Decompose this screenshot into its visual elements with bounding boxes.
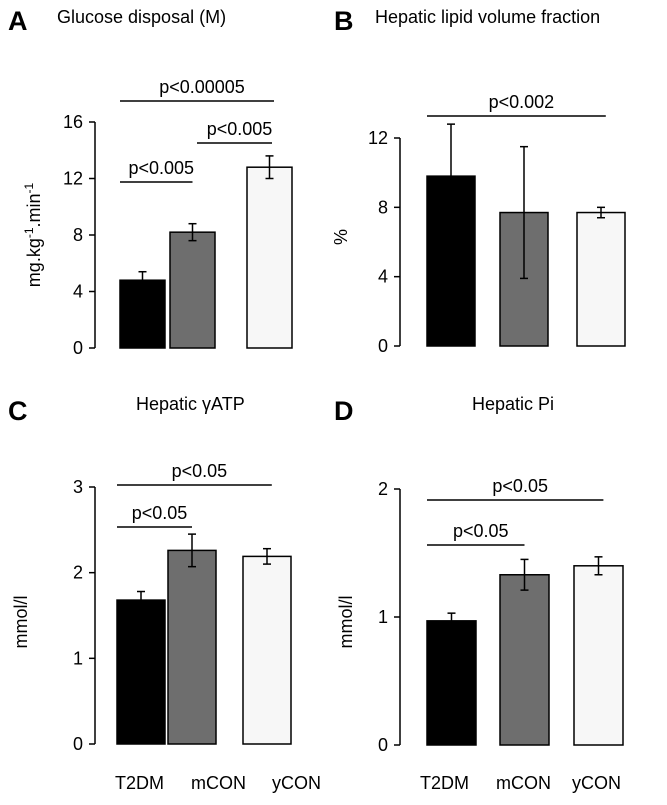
y-tick-label: 12 — [368, 128, 388, 148]
category-label: yCON — [272, 773, 321, 793]
significance-label: p<0.005 — [207, 119, 273, 139]
bar-t2dm — [116, 599, 166, 745]
category-label: T2DM — [420, 773, 469, 793]
y-axis-label: mmol/l — [336, 596, 356, 649]
y-tick-label: 16 — [63, 112, 83, 132]
panel-title: Glucose disposal (M) — [57, 7, 226, 27]
panel-b: B Hepatic lipid volume fraction 0 4 8 12% p<0.… — [331, 6, 626, 356]
panel-c: C Hepatic γATP 0 1 2 3 mmol/l p<0.05 p<0.05 T2DM m… — [8, 394, 321, 793]
panel-d: D Hepatic Pi 0 1 2 mmol/l p<0.05 p<0.05 T2DM mCON… — [334, 394, 624, 793]
y-axis-label: % — [331, 229, 351, 245]
bar-t2dm — [426, 620, 477, 746]
y-tick-label: 0 — [73, 734, 83, 754]
significance-label: p<0.05 — [492, 476, 548, 496]
panel-title: Hepatic lipid volume fraction — [375, 7, 600, 27]
significance-label: p<0.00005 — [159, 77, 245, 97]
bar-ycon — [576, 211, 626, 347]
category-label: T2DM — [115, 773, 164, 793]
category-label: yCON — [572, 773, 621, 793]
y-tick-label: 3 — [73, 477, 83, 497]
panel-title: Hepatic γATP — [136, 394, 245, 414]
y-axis-label: mmol/l — [11, 596, 31, 649]
bar-mcon — [167, 549, 217, 745]
panel-letter: C — [8, 396, 28, 426]
y-tick-label: 4 — [378, 267, 388, 287]
y-tick-label: 0 — [73, 338, 83, 358]
bar-ycon — [246, 166, 293, 349]
significance-label: p<0.05 — [453, 521, 509, 541]
y-tick-label: 12 — [63, 169, 83, 189]
panel-letter: B — [334, 6, 354, 36]
panel-title: Hepatic Pi — [472, 394, 554, 414]
y-tick-label: 8 — [378, 197, 388, 217]
significance-label: p<0.002 — [489, 92, 555, 112]
bar-mcon — [169, 231, 216, 349]
y-tick-label: 8 — [73, 225, 83, 245]
bar-ycon — [573, 565, 624, 746]
significance-label: p<0.005 — [128, 158, 194, 178]
y-tick-label: 1 — [73, 648, 83, 668]
bar-ycon — [242, 555, 292, 745]
panel-letter: D — [334, 396, 354, 426]
panel-letter: A — [8, 6, 28, 36]
y-tick-label: 0 — [378, 336, 388, 356]
significance-label: p<0.05 — [132, 503, 188, 523]
y-tick-label: 4 — [73, 282, 83, 302]
bar-t2dm — [119, 279, 166, 349]
y-tick-label: 2 — [73, 563, 83, 583]
y-tick-label: 2 — [378, 479, 388, 499]
y-tick-label: 1 — [378, 607, 388, 627]
category-label: mCON — [496, 773, 551, 793]
y-axis-label: mg.kg-1.min-1 — [22, 182, 44, 287]
y-tick-label: 0 — [378, 735, 388, 755]
category-label: mCON — [191, 773, 246, 793]
panel-a: A Glucose disposal (M) 0 4 8 12 16 mg.kg-1.min-… — [8, 6, 293, 358]
bar-mcon — [499, 574, 550, 746]
significance-label: p<0.05 — [172, 461, 228, 481]
